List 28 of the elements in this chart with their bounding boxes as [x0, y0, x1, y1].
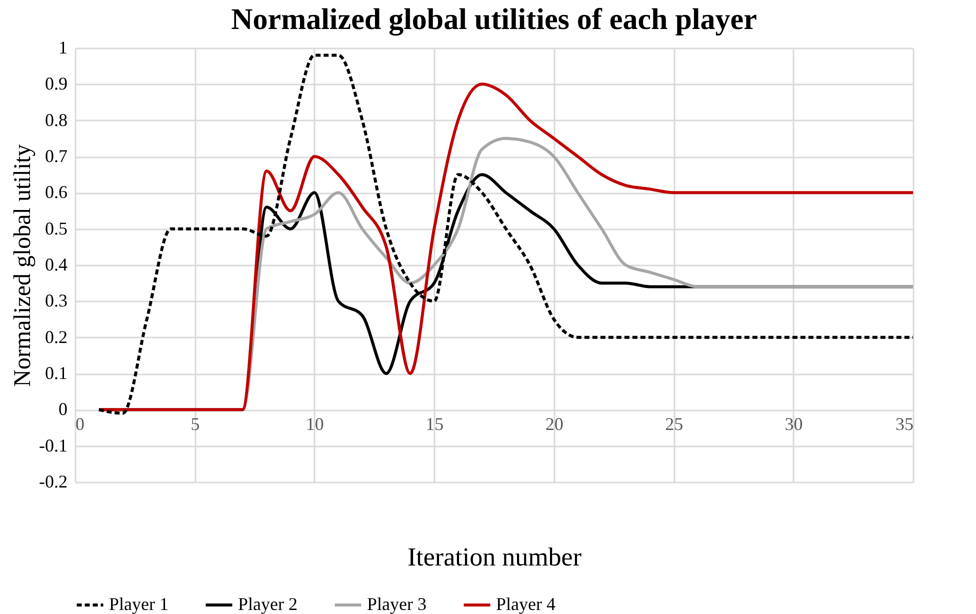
y-tick-label: 0.4 — [45, 254, 68, 274]
y-tick-label: -0.2 — [39, 472, 68, 492]
y-tick-label: 0.7 — [45, 146, 68, 166]
x-axis-title: Iteration number — [408, 542, 582, 572]
x-tick-label: 20 — [545, 414, 564, 434]
x-tick-label: 15 — [426, 414, 444, 434]
y-tick-label: 0.8 — [45, 110, 68, 130]
y-tick-label: -0.1 — [39, 435, 68, 456]
y-tick-label: 0.5 — [45, 218, 68, 238]
legend-label: Player 3 — [367, 594, 426, 614]
y-tick-label: 0.1 — [45, 363, 68, 383]
y-axis-title: Normalized global utility — [10, 144, 36, 387]
x-tick-label: 30 — [784, 414, 803, 434]
x-tick-label: 0 — [76, 414, 84, 434]
x-tick-label: 5 — [190, 414, 200, 434]
y-tick-label: 1 — [58, 38, 68, 58]
x-tick-label: 35 — [896, 414, 914, 434]
y-tick-label: 0.6 — [45, 182, 68, 202]
y-tick-label: 0 — [58, 399, 68, 420]
x-tick-label: 25 — [665, 414, 684, 434]
y-tick-label: 0.2 — [45, 326, 68, 347]
chart-title: Normalized global utilities of each player — [231, 3, 757, 36]
legend-label: Player 2 — [238, 594, 298, 614]
legend-label: Player 1 — [109, 594, 168, 614]
y-tick-label: 0.9 — [45, 74, 68, 94]
legend-label: Player 4 — [496, 594, 556, 614]
y-tick-label: 0.3 — [45, 290, 68, 311]
x-tick-label: 10 — [306, 414, 324, 434]
